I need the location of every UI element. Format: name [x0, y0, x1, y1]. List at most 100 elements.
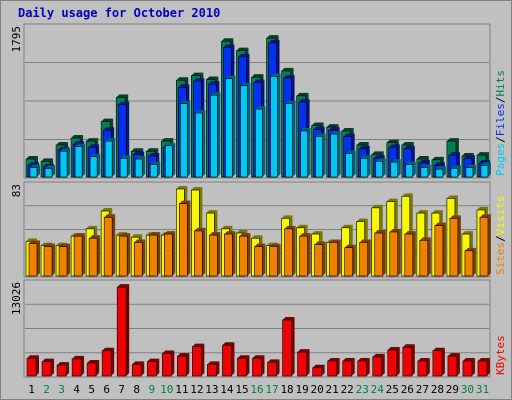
bar-files-day-23-top: [358, 145, 370, 149]
bar-kbytes-day-18-top: [282, 316, 295, 320]
bar-kbytes-day-6: [101, 350, 112, 377]
bar-files-day-20-top: [313, 126, 325, 130]
bar-pages-day-25: [390, 161, 399, 178]
bar-sites-day-17-top: [269, 243, 281, 247]
bar-kbytes-day-9-side: [156, 358, 160, 376]
bar-kbytes-day-16: [252, 357, 262, 377]
bar-sites-day-21-side: [337, 239, 341, 276]
day-label-21: 21: [326, 383, 339, 396]
bar-kbytes-day-23-top: [357, 357, 370, 361]
day-label-19: 19: [295, 383, 308, 396]
bar-kbytes-day-3-top: [57, 362, 70, 366]
bar-hits-day-21-top: [326, 124, 339, 128]
bar-sites-day-28-top: [434, 222, 446, 226]
day-label-15: 15: [235, 383, 248, 396]
bar-pages-day-13: [210, 94, 218, 178]
bar-sites-day-31: [479, 217, 489, 277]
bar-pages-day-13-side: [217, 92, 221, 177]
bar-files-day-1-top: [28, 162, 39, 166]
bar-kbytes-day-13-top: [207, 361, 220, 365]
bar-visits-day-29-top: [446, 195, 458, 199]
bar-files-day-5-top: [88, 144, 100, 148]
bar-files-day-13-top: [208, 81, 220, 85]
bar-kbytes-day-3-side: [66, 362, 70, 376]
bar-sites-day-13: [209, 234, 218, 277]
bar-files-day-30-top: [463, 155, 475, 159]
bar-pages-day-4-top: [75, 143, 86, 147]
bar-kbytes-day-8-top: [132, 361, 145, 365]
bar-kbytes-day-7-top: [117, 284, 130, 288]
bar-kbytes-day-24-top: [372, 353, 385, 357]
bar-sites-day-30: [464, 250, 474, 277]
bar-pages-day-20-top: [315, 133, 326, 137]
bar-pages-day-17: [270, 76, 278, 178]
bar-sites-day-12-top: [194, 227, 206, 231]
bar-pages-day-27-top: [420, 164, 431, 168]
bar-files-day-25-top: [388, 144, 400, 148]
day-label-1: 1: [28, 383, 35, 396]
bar-kbytes-day-29-side: [456, 353, 460, 376]
bar-sites-day-6-side: [112, 214, 116, 276]
bar-pages-day-7-side: [127, 155, 131, 177]
bar-pages-day-27-side: [427, 164, 431, 177]
bar-visits-day-31-top: [476, 206, 488, 210]
bar-sites-day-31-top: [479, 214, 491, 218]
bar-kbytes-day-24: [372, 356, 383, 377]
bar-kbytes-day-25-side: [396, 347, 400, 376]
bar-files-day-8-top: [133, 151, 145, 155]
bar-visits-day-13-top: [206, 210, 218, 214]
bar-kbytes-day-22: [342, 360, 352, 377]
bar-kbytes-day-6-top: [102, 347, 115, 351]
bar-pages-day-4-side: [82, 143, 86, 177]
bar-sites-day-5: [88, 237, 98, 277]
bar-pages-day-1-side: [37, 164, 40, 177]
bar-pages-day-12-top: [195, 110, 206, 114]
chart-title: Daily usage for October 2010: [18, 6, 221, 20]
bar-sites-day-13-top: [209, 232, 221, 236]
bar-kbytes-day-5-side: [96, 360, 100, 376]
day-label-3: 3: [58, 383, 65, 396]
bar-sites-day-14-side: [232, 231, 236, 276]
chart-panels: [23, 23, 491, 378]
bar-files-day-31-top: [478, 159, 490, 163]
bar-visits-day-6-top: [101, 208, 113, 212]
bar-sites-day-10-side: [172, 231, 176, 276]
bar-visits-day-14-top: [221, 225, 233, 229]
legend-separator: /: [494, 97, 507, 104]
bar-kbytes-day-8: [131, 364, 142, 377]
bar-kbytes-day-21: [327, 360, 337, 377]
bar-visits-day-25-top: [386, 198, 398, 202]
bar-kbytes-day-28-top: [432, 347, 445, 351]
bar-sites-day-24-side: [382, 230, 386, 276]
bar-sites-day-26: [404, 233, 414, 277]
bar-pages-day-18-side: [292, 100, 296, 177]
bar-pages-day-24-top: [375, 158, 386, 162]
bar-visits-day-19-top: [296, 224, 308, 228]
day-label-20: 20: [311, 383, 324, 396]
bar-hits-day-20-top: [311, 122, 324, 126]
bar-pages-day-15-top: [240, 82, 251, 86]
bar-hits-day-23-top: [356, 142, 369, 146]
day-label-11: 11: [175, 383, 188, 396]
bar-kbytes-day-20: [312, 367, 322, 377]
bar-sites-day-17-side: [277, 243, 281, 276]
bar-pages-day-6-side: [112, 138, 116, 177]
bar-visits-day-16-top: [251, 235, 263, 239]
bar-pages-day-16: [255, 108, 263, 178]
legend-item-kbytes: KBytes: [494, 335, 507, 375]
bar-visits-day-24-top: [371, 204, 383, 208]
bar-pages-day-1: [29, 167, 38, 178]
bar-sites-day-26-side: [412, 231, 416, 276]
bar-sites-day-22: [344, 247, 353, 277]
bar-sites-day-18-side: [292, 225, 296, 276]
bar-sites-day-2: [43, 246, 53, 277]
bar-sites-day-20-side: [322, 241, 326, 276]
bar-kbytes-day-11: [177, 355, 187, 377]
bar-visits-day-22-top: [341, 224, 353, 228]
bar-hits-day-5-top: [86, 138, 99, 142]
bar-kbytes-day-2: [41, 361, 52, 377]
legend-separator: /: [494, 235, 507, 242]
bar-pages-day-22: [345, 153, 353, 178]
bar-hits-day-31-top: [476, 152, 489, 156]
